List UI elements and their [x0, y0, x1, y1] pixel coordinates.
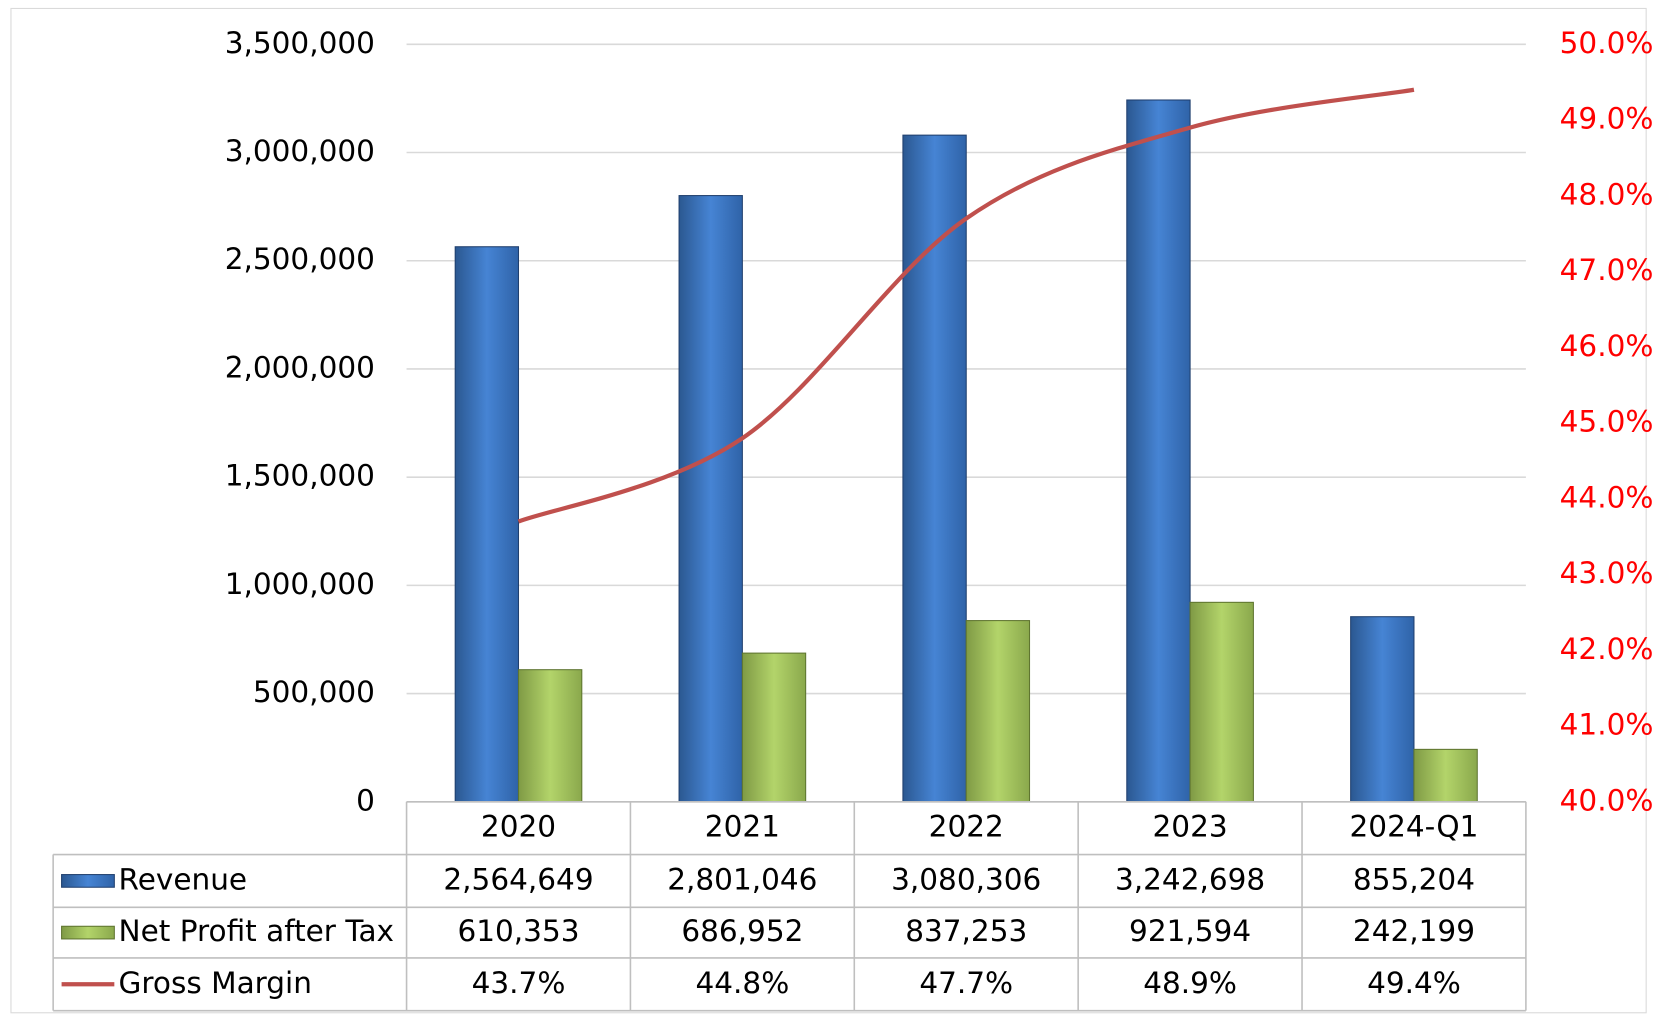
line: [517, 87, 1415, 524]
x-tick-label: 2020: [481, 810, 556, 844]
y-tick-label: 500,000: [253, 675, 375, 709]
y-tick-label: 1,500,000: [225, 459, 375, 493]
y2-tick-label: 48.0%: [1560, 177, 1654, 211]
x-tick-label: 2022: [929, 810, 1004, 844]
x-tick-label: 2023: [1153, 810, 1228, 844]
bar: [517, 669, 583, 803]
bar: [965, 620, 1031, 803]
bar: [454, 246, 520, 803]
bar: [1413, 748, 1478, 803]
y2-tick-label: 40.0%: [1560, 783, 1654, 817]
bar: [741, 652, 807, 803]
y2-tick-label: 45.0%: [1560, 405, 1654, 439]
y-tick-label: 1,000,000: [225, 567, 375, 601]
legend-key: [61, 925, 115, 940]
y-tick-label: 2,500,000: [225, 242, 375, 276]
bar: [1189, 601, 1254, 803]
data-table-value: 47.7%: [919, 966, 1013, 1000]
bar: [902, 134, 967, 803]
legend-key: [61, 874, 115, 888]
y2-tick-label: 46.0%: [1560, 329, 1654, 363]
bar: [1126, 99, 1191, 803]
data-table-value: 3,080,306: [891, 862, 1041, 896]
data-table-value: 921,594: [1129, 914, 1251, 948]
data-table-value: 48.9%: [1143, 966, 1237, 1000]
data-table-value: 686,952: [681, 914, 803, 948]
data-table-value: 242,199: [1353, 914, 1475, 948]
x-tick-label: 2024-Q1: [1350, 810, 1479, 844]
y2-tick-label: 47.0%: [1560, 253, 1654, 287]
y2-tick-label: 50.0%: [1560, 26, 1654, 60]
legend-label: Revenue: [119, 862, 248, 896]
y-tick-label: 0: [356, 783, 375, 817]
data-table-value: 49.4%: [1367, 966, 1461, 1000]
data-table-value: 855,204: [1353, 862, 1475, 896]
y2-tick-label: 42.0%: [1560, 632, 1654, 666]
y2-tick-label: 43.0%: [1560, 556, 1654, 590]
y2-tick-label: 44.0%: [1560, 480, 1654, 514]
data-table-value: 3,242,698: [1115, 862, 1265, 896]
data-table-value: 43.7%: [472, 966, 566, 1000]
data-table-value: 2,801,046: [667, 862, 817, 896]
data-table-value: 44.8%: [695, 966, 789, 1000]
bar: [1350, 616, 1415, 803]
y-tick-label: 3,500,000: [225, 26, 375, 60]
y2-tick-label: 41.0%: [1560, 708, 1654, 742]
x-tick-label: 2021: [705, 810, 780, 844]
y-tick-label: 2,000,000: [225, 350, 375, 384]
legend-label: Net Profit after Tax: [119, 914, 394, 948]
bar: [678, 195, 743, 803]
y-tick-label: 3,000,000: [225, 134, 375, 168]
y2-tick-label: 49.0%: [1560, 102, 1654, 136]
data-table-value: 610,353: [457, 914, 579, 948]
legend-label: Gross Margin: [119, 966, 312, 1000]
chart-border: [10, 7, 1647, 1014]
data-table-value: 837,253: [905, 914, 1027, 948]
data-table-value: 2,564,649: [443, 862, 593, 896]
